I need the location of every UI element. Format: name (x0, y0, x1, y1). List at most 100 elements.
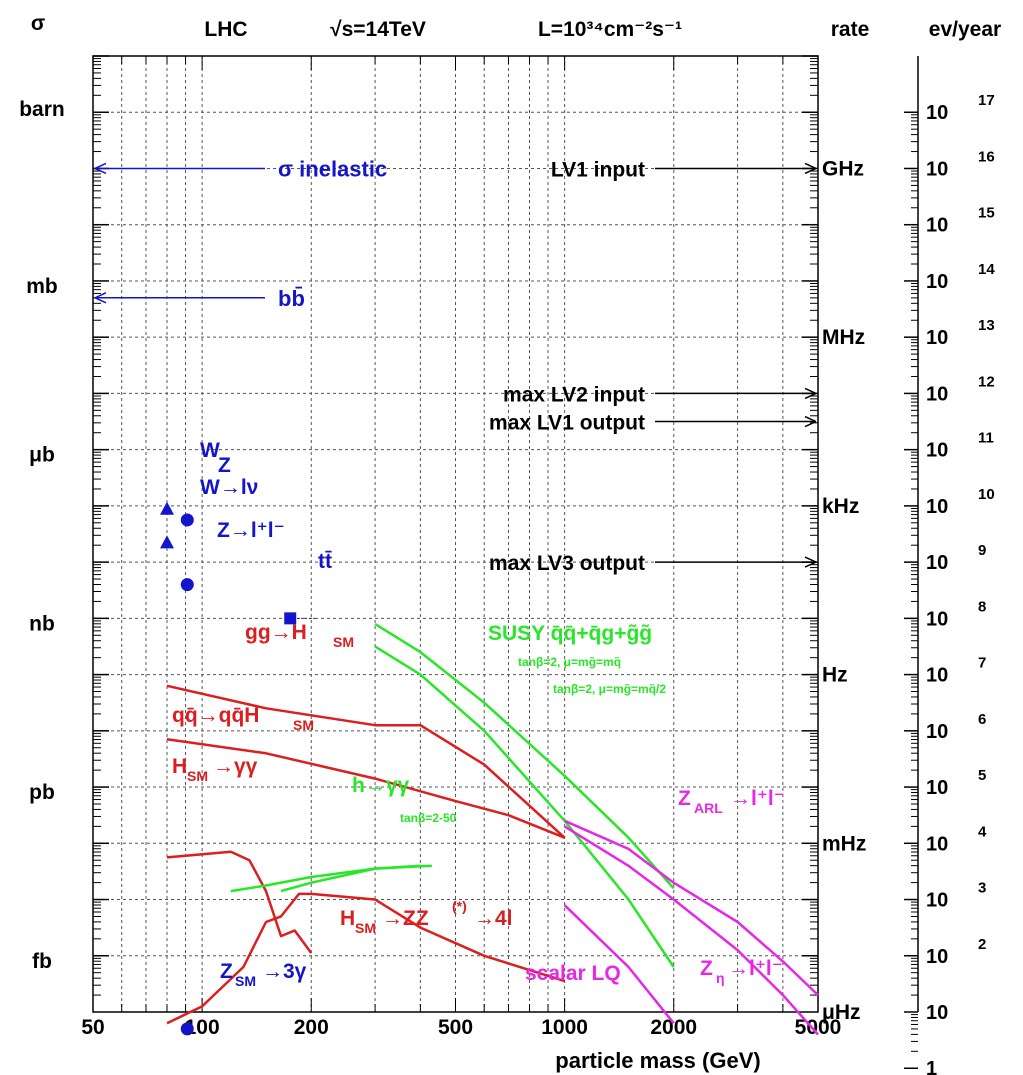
evyear-label: 10 (926, 665, 948, 687)
annotation-hgg-tan: tanβ=2-50 (400, 811, 457, 825)
series-H_SM→γγ (167, 852, 311, 953)
annotation-susy: SUSY q̄q̄+q̄g+g̃g̃ (488, 622, 652, 645)
annotation-hgg-b: SM (187, 768, 208, 784)
evyear-exponent: 9 (978, 542, 986, 559)
annotation-qqh-b: SM (293, 717, 314, 733)
evyear-exponent: 10 (978, 486, 995, 503)
marker-Z→l⁺l⁻ (181, 578, 194, 591)
evyear-label: 10 (926, 158, 948, 180)
annotation-zarl-b: ARL (694, 800, 723, 816)
evyear-label: 10 (926, 102, 948, 124)
xsec-label: σ inelastic (278, 156, 387, 181)
evyear-label: 10 (926, 383, 948, 405)
annotation-hzz-a: H (340, 907, 355, 930)
annotation-w-lnu: W→lν (200, 476, 258, 499)
evyear-exponent: 4 (978, 823, 987, 840)
x-tick-label: 50 (81, 1016, 104, 1039)
evyear-label: 10 (926, 327, 948, 349)
annotation-z3g-a: Z (220, 960, 233, 983)
annotation-z: Z (218, 454, 231, 477)
evyear-header: ev/year (929, 18, 1001, 41)
evyear-label: 10 (926, 1002, 948, 1024)
annotation-hzz-d: (*) (452, 898, 467, 914)
evyear-label: 10 (926, 608, 948, 630)
y-unit-label: mb (26, 275, 58, 298)
sigma-label: σ (31, 12, 45, 35)
evyear-label: 10 (926, 777, 948, 799)
y-unit-label: pb (29, 781, 55, 804)
y-unit-label: nb (29, 612, 55, 635)
annotation-scalar-lq: scalar LQ (525, 962, 621, 985)
evyear-label: 10 (926, 496, 948, 518)
annotation-zarl-a: Z (678, 787, 691, 810)
annotation-zeta-a: Z (700, 957, 713, 980)
y-unit-label: μb (29, 444, 55, 467)
evyear-exponent: 16 (978, 148, 995, 165)
grid (93, 56, 818, 1012)
annotation-hgg-c: →γγ (213, 755, 258, 778)
y-unit-label: barn (19, 98, 65, 121)
marker-Z (181, 513, 194, 526)
rate-label: mHz (822, 832, 866, 855)
evyear-label: 1 (926, 1058, 937, 1075)
trigger-label: LV1 input (551, 158, 645, 181)
trigger-label: max LV2 input (503, 383, 645, 406)
evyear-label: 10 (926, 215, 948, 237)
evyear-label: 10 (926, 833, 948, 855)
x-tick-label: 500 (438, 1016, 473, 1039)
annotation-hzz-b: SM (355, 920, 376, 936)
annotation-ggh-a: gg→H (245, 621, 307, 644)
sqrts-label: √s=14TeV (330, 18, 426, 41)
evyear-exponent: 13 (978, 317, 995, 334)
annotation-zeta-c: →l⁺l⁻ (728, 957, 783, 980)
evyear-exponent: 12 (978, 373, 995, 390)
rate-label: Hz (822, 664, 848, 687)
rate-label: MHz (822, 326, 865, 349)
evyear-exponent: 3 (978, 880, 986, 897)
rate-label: GHz (822, 157, 864, 180)
evyear-exponent: 11 (978, 430, 994, 447)
marker-W→lν (160, 535, 174, 548)
annotation-ggh-b: SM (333, 634, 354, 650)
marker-W (160, 502, 174, 515)
xsec-label: bb̄ (278, 286, 305, 311)
evyear-label: 10 (926, 946, 948, 968)
x-tick-label: 1000 (541, 1016, 588, 1039)
annotation-susy-sub2: tanβ=2, μ=mg̃=mq̃/2 (553, 682, 666, 696)
rate-label: μHz (822, 1001, 861, 1024)
annotation-hgg-green: h→γγ (352, 774, 410, 797)
evyear-label: 10 (926, 552, 948, 574)
lhc-label: LHC (204, 18, 247, 41)
evyear-exponent: 5 (978, 767, 986, 784)
evyear-label: 10 (926, 890, 948, 912)
trigger-label: max LV3 output (489, 552, 645, 575)
evyear-exponent: 15 (978, 205, 995, 222)
annotation-z-ll: Z→l⁺l⁻ (217, 519, 285, 542)
evyear-exponent: 14 (978, 261, 995, 278)
evyear-exponent: 17 (978, 92, 995, 109)
annotation-hzz-e: →4l (474, 907, 513, 930)
x-tick-label: 2000 (650, 1016, 697, 1039)
annotation-z3g-b: SM (235, 973, 256, 989)
evyear-exponent: 8 (978, 598, 986, 615)
rate-label: kHz (822, 495, 859, 518)
annotation-z3g-c: →3γ (262, 960, 307, 983)
annotation-susy-sub1: tanβ=2, μ=mg̃=mq̃ (518, 655, 621, 669)
annotation-qqh-a: qq̄→qq̄H (172, 704, 259, 727)
x-axis-title: particle mass (GeV) (555, 1048, 760, 1073)
annotation-hgg-a: H (172, 755, 187, 778)
evyear-label: 10 (926, 271, 948, 293)
evyear-label: 10 (926, 721, 948, 743)
annotation-zeta-b: η (716, 970, 725, 986)
x-tick-label: 200 (294, 1016, 329, 1039)
annotation-zarl-c: →l⁺l⁻ (730, 787, 785, 810)
evyear-exponent: 2 (978, 936, 986, 953)
evyear-exponent: 6 (978, 711, 986, 728)
annotation-w: W (200, 439, 220, 462)
series-Z_η→l⁺l⁻ (565, 826, 818, 1034)
annotation-tt: tt̄ (318, 550, 332, 573)
marker-Z_SM→3γ (181, 1022, 194, 1035)
evyear-exponent: 7 (978, 655, 986, 672)
evyear-label: 10 (926, 440, 948, 462)
